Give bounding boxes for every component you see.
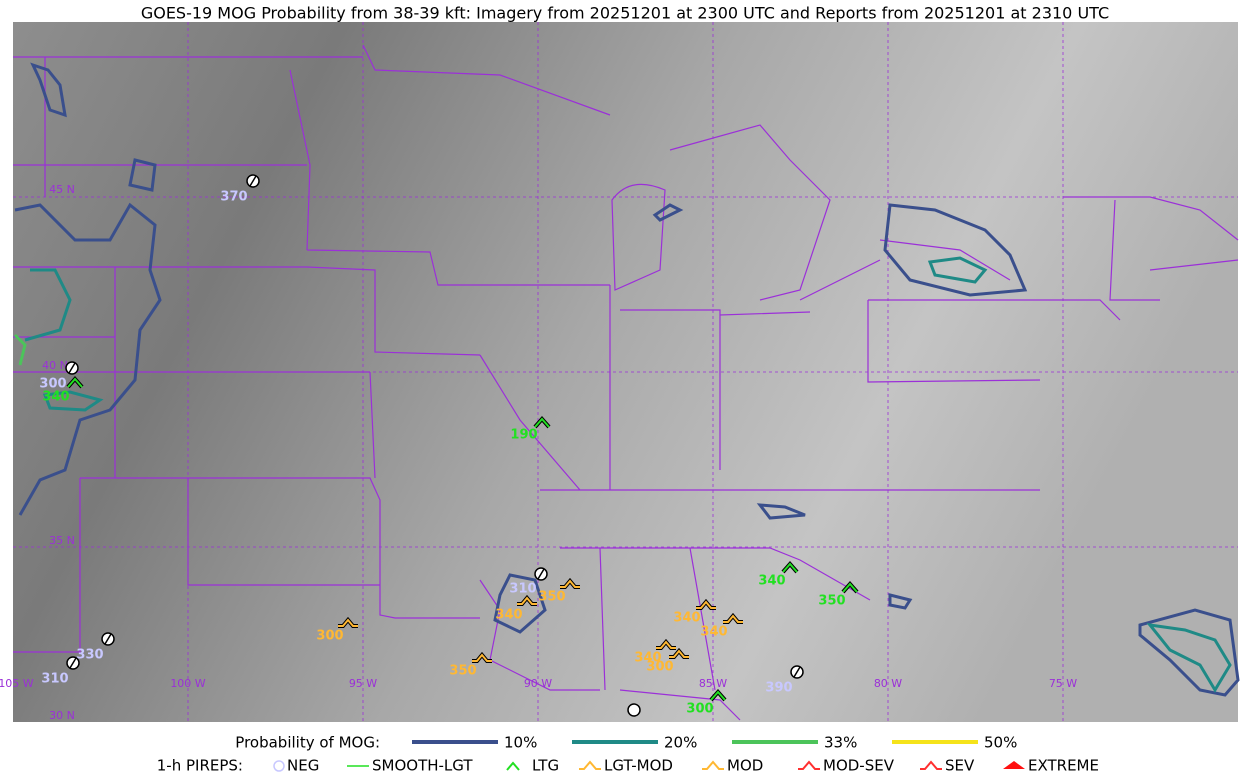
grid-label: 105 W <box>0 677 34 690</box>
report-label: 350 <box>818 594 845 609</box>
ltg-icon <box>842 582 858 593</box>
legend-label: 10% <box>504 734 537 752</box>
report-label: 300 <box>646 660 673 675</box>
report-label: 310 <box>41 672 68 687</box>
neg-slash <box>104 633 112 645</box>
legend-label: EXTREME <box>1028 757 1099 775</box>
borders <box>13 44 1239 721</box>
neg-slash <box>249 175 257 187</box>
report-label: 340 <box>634 651 661 666</box>
neg-slash <box>537 568 545 580</box>
title: GOES-19 MOG Probability from 38-39 kft: … <box>141 4 1109 23</box>
grid-label: 90 W <box>524 677 552 690</box>
neg-icon <box>627 703 641 717</box>
neg-slash <box>68 362 76 374</box>
grid-label: 30 N <box>49 709 75 722</box>
legend-label: MOD <box>727 757 763 775</box>
report-label: 350 <box>449 664 476 679</box>
grid-label: 45 N <box>49 183 75 196</box>
grid-label: 40 N <box>42 359 68 372</box>
report-label: 350 <box>538 590 565 605</box>
grid-label: 85 W <box>699 677 727 690</box>
legend-icon <box>702 760 724 770</box>
mod-icon <box>472 653 492 662</box>
grid-label: 80 W <box>874 677 902 690</box>
report-label: 330 <box>76 648 103 663</box>
report-label: 340 <box>42 390 69 405</box>
ltg-icon <box>534 417 550 428</box>
report-label: 340 <box>758 574 785 589</box>
grid-label: 75 W <box>1049 677 1077 690</box>
legend-label: 20% <box>664 734 697 752</box>
mod-icon <box>696 600 716 609</box>
mod-icon <box>723 614 743 623</box>
legend-label: 33% <box>824 734 857 752</box>
report-label: 340 <box>673 611 700 626</box>
legend-label: 50% <box>984 734 1017 752</box>
legend-label: MOD-SEV <box>823 757 895 775</box>
ltg-icon <box>710 690 726 701</box>
report-label: 340 <box>495 608 522 623</box>
ltg-icon <box>67 377 83 388</box>
legend-icon <box>506 761 520 771</box>
legend-icon <box>1003 761 1025 769</box>
ltg-icon <box>782 562 798 573</box>
legend-label: SMOOTH-LGT <box>372 757 473 775</box>
mod-icon <box>517 596 537 605</box>
legend-label: LTG <box>532 757 559 775</box>
contours <box>13 62 1240 697</box>
grid-label: 95 W <box>349 677 377 690</box>
legend-icon <box>920 760 942 770</box>
report-label: 310 <box>509 582 536 597</box>
legend-label: LGT-MOD <box>604 757 673 775</box>
report-label: 300 <box>686 702 713 717</box>
report-label: 300 <box>316 629 343 644</box>
neg-slash <box>793 666 801 678</box>
report-label: 390 <box>765 681 792 696</box>
neg-slash <box>69 657 77 669</box>
legend-label: NEG <box>287 757 319 775</box>
legend-icon <box>579 760 601 770</box>
legend-icon <box>273 760 285 772</box>
legend-label: SEV <box>945 757 975 775</box>
report-label: 190 <box>510 428 537 443</box>
grid-label: 100 W <box>170 677 205 690</box>
mod-icon <box>669 649 689 658</box>
graticule <box>13 22 1238 722</box>
report-label: 370 <box>220 190 247 205</box>
mod-icon <box>656 640 676 649</box>
grid-label: 35 N <box>49 534 75 547</box>
mod-icon <box>560 579 580 588</box>
legend-title: 1-h PIREPS: <box>157 757 243 775</box>
mod-icon <box>338 618 358 627</box>
legend-icon <box>798 760 820 770</box>
report-label: 300 <box>39 377 66 392</box>
legend-title: Probability of MOG: <box>235 734 380 752</box>
report-label: 340 <box>700 625 727 640</box>
